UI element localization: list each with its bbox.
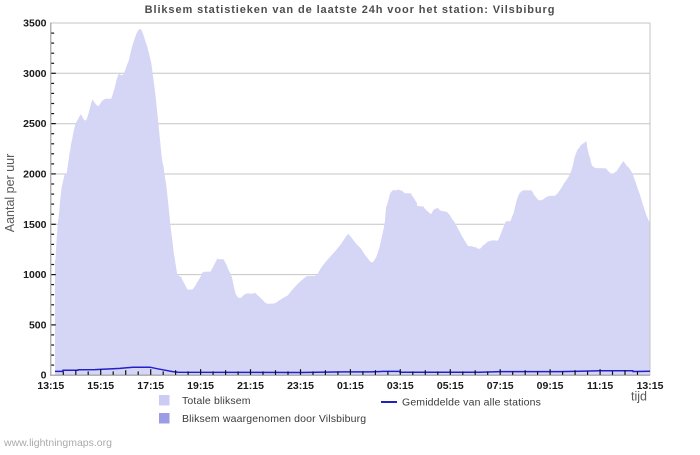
- svg-text:05:15: 05:15: [437, 380, 464, 392]
- svg-text:09:15: 09:15: [537, 380, 564, 392]
- svg-text:tijd: tijd: [631, 390, 647, 404]
- svg-text:21:15: 21:15: [237, 380, 264, 392]
- svg-text:3500: 3500: [23, 18, 47, 30]
- svg-text:3000: 3000: [23, 68, 47, 80]
- svg-text:01:15: 01:15: [337, 380, 364, 392]
- svg-text:1000: 1000: [23, 269, 47, 281]
- svg-text:Totale bliksem: Totale bliksem: [182, 395, 251, 407]
- svg-text:www.lightningmaps.org: www.lightningmaps.org: [3, 437, 112, 449]
- svg-text:0: 0: [41, 370, 47, 382]
- svg-text:Bliksem waargenomen door Vilsb: Bliksem waargenomen door Vilsbiburg: [182, 413, 366, 425]
- svg-text:2500: 2500: [23, 118, 47, 130]
- svg-text:Aantal per uur: Aantal per uur: [3, 154, 17, 233]
- svg-text:15:15: 15:15: [87, 380, 114, 392]
- svg-text:11:15: 11:15: [587, 380, 613, 392]
- svg-text:13:15: 13:15: [37, 380, 64, 392]
- svg-text:1500: 1500: [23, 219, 47, 231]
- svg-text:2000: 2000: [23, 169, 47, 181]
- svg-text:23:15: 23:15: [287, 380, 314, 392]
- svg-text:17:15: 17:15: [137, 380, 164, 392]
- svg-text:03:15: 03:15: [387, 380, 414, 392]
- svg-text:13:15: 13:15: [637, 380, 664, 392]
- svg-text:Gemiddelde van alle stations: Gemiddelde van alle stations: [402, 397, 541, 409]
- svg-text:Bliksem statistieken van de la: Bliksem statistieken van de laatste 24h …: [145, 4, 556, 16]
- svg-text:07:15: 07:15: [487, 380, 514, 392]
- svg-text:500: 500: [29, 319, 47, 331]
- svg-text:19:15: 19:15: [187, 380, 214, 392]
